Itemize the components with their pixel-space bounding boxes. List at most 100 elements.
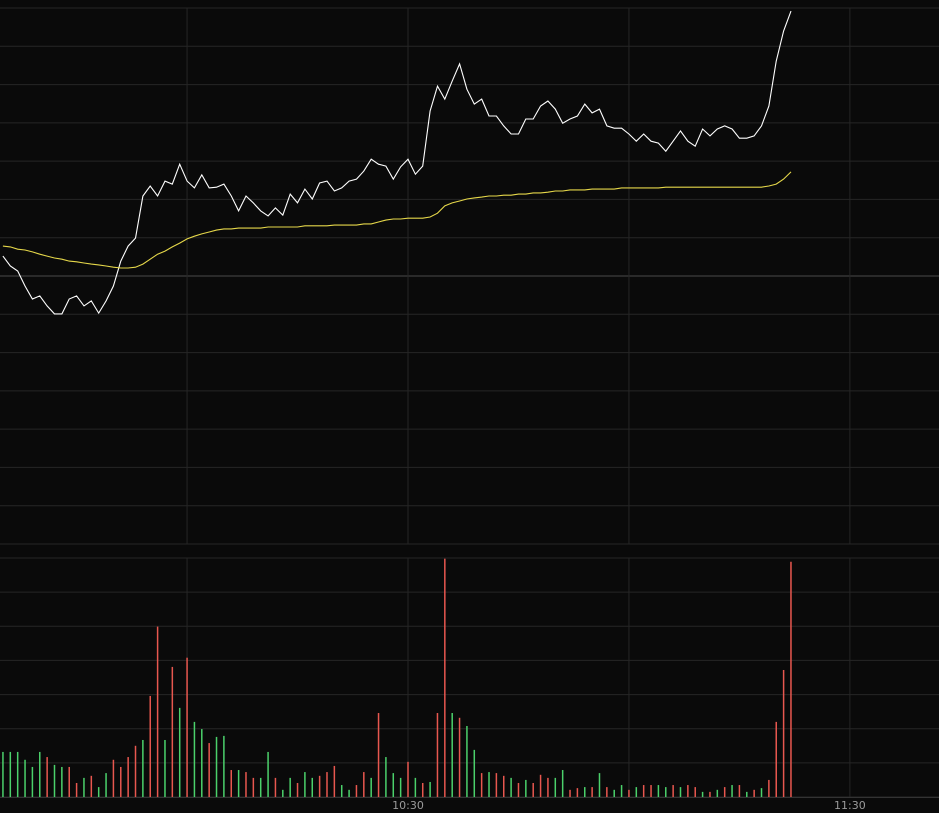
volume-bar <box>488 772 490 797</box>
volume-bar <box>665 787 667 797</box>
volume-bar <box>561 770 564 797</box>
volume-bar <box>510 777 512 797</box>
volume-bar <box>171 666 174 797</box>
volume-bar <box>679 787 682 797</box>
volume-bar <box>517 783 520 797</box>
volume-bar <box>164 739 166 797</box>
price-line <box>2 171 792 269</box>
volume-bar <box>24 759 26 797</box>
volume-bar <box>746 791 748 797</box>
volume-bar <box>274 777 277 797</box>
volume-bar <box>326 772 328 797</box>
volume-bar <box>201 729 203 797</box>
volume-bar <box>768 779 770 797</box>
volume-bar <box>694 787 696 797</box>
volume-bar <box>318 775 321 797</box>
volume-bar <box>193 721 196 797</box>
volume-bar <box>569 789 571 797</box>
volume-bar <box>46 757 48 797</box>
volume-bar <box>547 777 549 797</box>
volume-bar <box>267 751 269 797</box>
volume-bar <box>53 764 56 797</box>
volume-bar <box>790 561 792 797</box>
x-tick-label: 11:30 <box>834 799 866 812</box>
volume-bar <box>83 777 85 797</box>
volume-bar <box>466 725 468 797</box>
volume-bar <box>134 745 137 797</box>
volume-bar <box>385 757 387 797</box>
volume-bar <box>635 787 638 797</box>
volume-bar <box>112 759 115 797</box>
volume-bar <box>377 713 380 797</box>
volume-bar <box>606 787 608 797</box>
volume-bar <box>672 785 674 797</box>
volume-bar <box>495 773 498 797</box>
volume-bar <box>539 774 542 797</box>
volume-bar <box>215 736 218 797</box>
volume-bar <box>340 785 343 797</box>
volume-bar <box>311 777 314 797</box>
price-line <box>2 10 792 315</box>
volume-bar <box>31 766 34 797</box>
volume-bar <box>628 789 630 797</box>
volume-bar <box>532 783 534 797</box>
volume-bar <box>178 707 181 797</box>
volume-bar <box>370 777 372 797</box>
volume-bar <box>591 787 593 797</box>
volume-bar <box>149 695 151 797</box>
volume-bar <box>407 761 409 797</box>
volume-bar <box>223 735 225 797</box>
volume-bar <box>61 766 63 797</box>
volume-bar <box>598 773 601 797</box>
volume-bar <box>245 772 247 797</box>
volume-bar <box>458 717 461 797</box>
volume-bar <box>554 777 557 797</box>
volume-bar <box>348 789 350 797</box>
volume-bar <box>709 791 711 797</box>
x-tick-label: 10:30 <box>392 799 424 812</box>
volume-bar <box>252 777 255 797</box>
volume-bar <box>525 779 527 797</box>
volume-bar <box>120 766 122 797</box>
volume-bar <box>282 789 284 797</box>
volume-bar <box>363 772 365 797</box>
volume-bar <box>473 749 476 797</box>
volume-bar <box>444 558 446 797</box>
volume-bar <box>421 783 424 797</box>
volume-bar <box>68 766 70 797</box>
volume-bar <box>657 785 660 797</box>
volume-bar <box>642 785 645 797</box>
volume-bar <box>620 785 623 797</box>
volume-bar <box>304 772 306 797</box>
volume-bar <box>333 765 336 797</box>
volume-bar <box>451 713 453 797</box>
volume-bar <box>142 739 144 797</box>
volume-bar <box>760 788 763 797</box>
volume-bar <box>731 785 733 797</box>
volume-bar <box>16 751 19 797</box>
volume-bar <box>392 773 395 797</box>
volume-bar <box>237 770 240 797</box>
volume-bar <box>613 789 615 797</box>
volume-bar <box>650 785 652 797</box>
volume-bar <box>90 775 93 797</box>
volume-bar <box>399 777 402 797</box>
volume-bar <box>716 789 719 797</box>
volume-bar <box>584 787 586 797</box>
volume-bar <box>502 775 505 797</box>
volume-bar <box>186 657 188 797</box>
volume-bar <box>355 785 358 797</box>
volume-bar <box>782 669 785 797</box>
volume-bar <box>75 783 78 797</box>
volume-bar <box>156 626 159 797</box>
volume-bar <box>753 789 755 797</box>
volume-bar <box>687 785 689 797</box>
volume-bar <box>436 713 439 797</box>
volume-bar <box>105 773 107 797</box>
volume-bar <box>39 751 41 797</box>
volume-bar <box>701 791 704 797</box>
volume-bar <box>9 751 12 797</box>
volume-bar <box>738 785 741 797</box>
